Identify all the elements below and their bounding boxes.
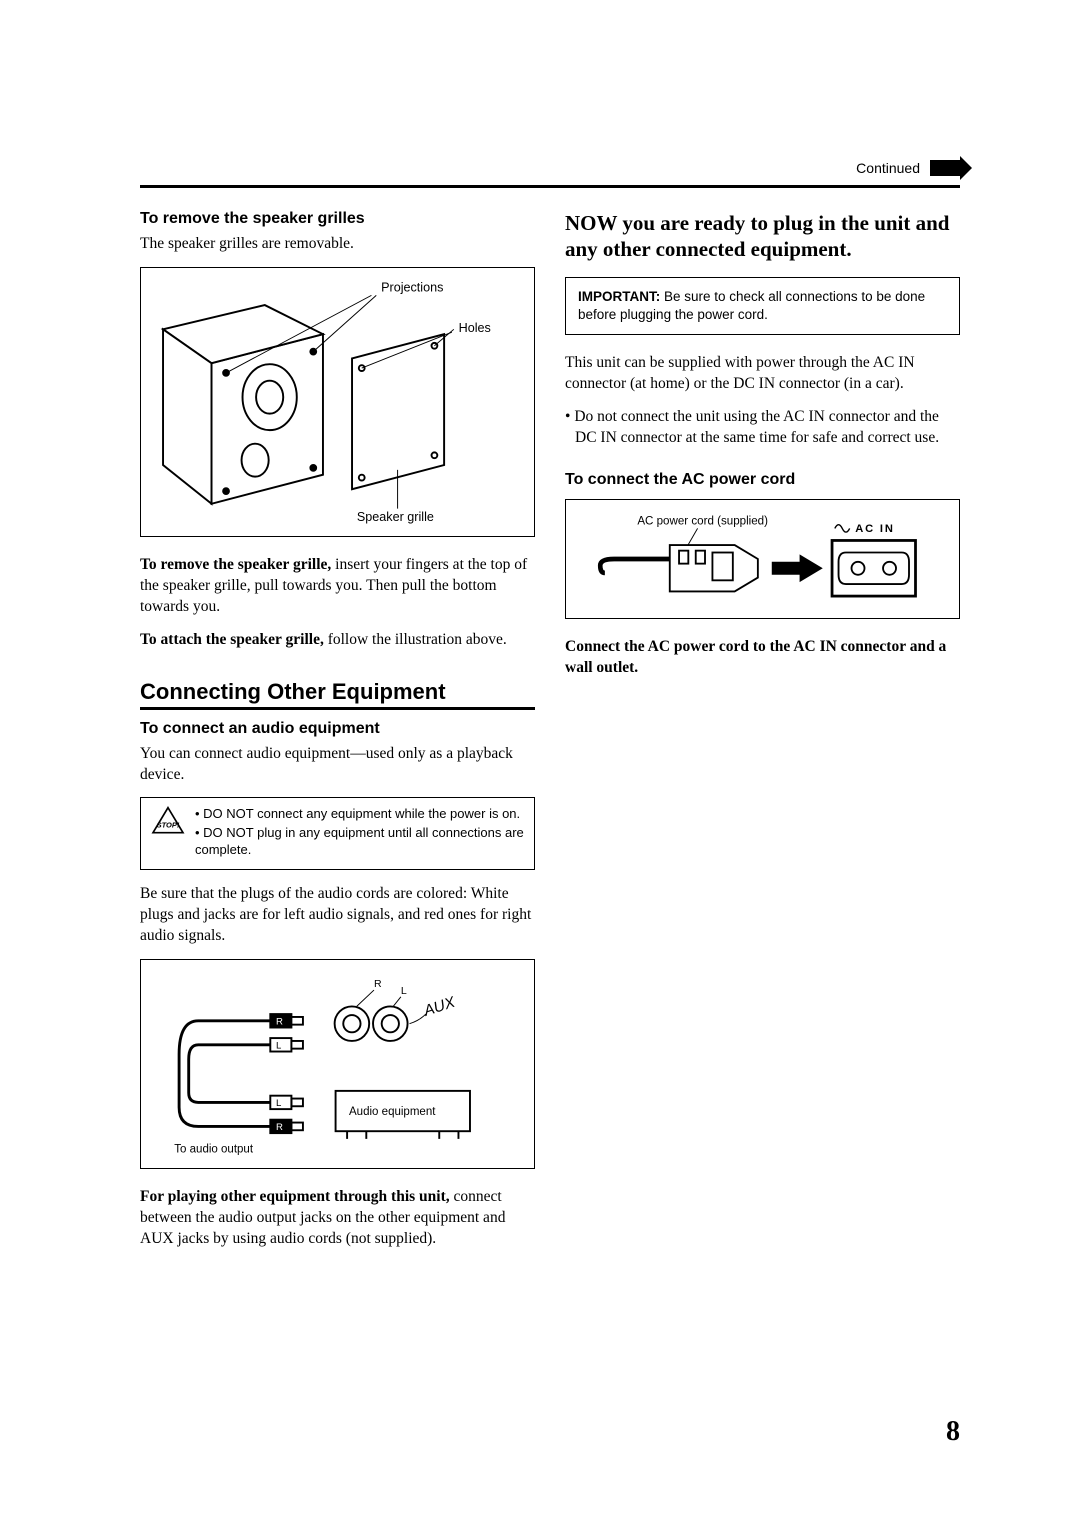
runin-play-other: For playing other equipment through this… [140, 1188, 450, 1205]
para-attach-grille: To attach the speaker grille, follow the… [140, 630, 535, 651]
figure-aux-connection: R L R L AUX L R [140, 959, 535, 1169]
text-supply: This unit can be supplied with power thr… [565, 353, 960, 395]
svg-text:L: L [276, 1041, 282, 1052]
label-to-audio-output: To audio output [174, 1143, 254, 1155]
svg-text:L: L [401, 985, 407, 997]
svg-text:R: R [276, 1122, 283, 1133]
text-connect-audio: You can connect audio equipment—used onl… [140, 744, 535, 786]
label-ac-cord-supplied: AC power cord (supplied) [637, 515, 768, 527]
page-number: 8 [946, 1416, 960, 1448]
important-label: IMPORTANT: [578, 289, 660, 304]
text-connect-ac-bold: Connect the AC power cord to the AC IN c… [565, 637, 960, 679]
label-audio-equipment: Audio equipment [349, 1106, 436, 1118]
stop-icon: STOP! [151, 806, 185, 836]
figure-ac-cord: AC power cord (supplied) [565, 499, 960, 619]
para-remove-grille: To remove the speaker grille, insert you… [140, 555, 535, 618]
top-rule [140, 185, 960, 188]
text-grilles-removable: The speaker grilles are removable. [140, 234, 535, 255]
text-plug-colors: Be sure that the plugs of the audio cord… [140, 884, 535, 947]
continued-arrow-icon [930, 160, 960, 176]
heading-remove-grilles: To remove the speaker grilles [140, 210, 535, 228]
text-attach-body: follow the illustration above. [324, 631, 507, 648]
label-projections: Projections [381, 280, 443, 294]
svg-text:R: R [374, 978, 382, 990]
supply-bullet-list: Do not connect the unit using the AC IN … [565, 407, 960, 449]
figure-speaker-grille: Projections Holes Speaker grille [140, 267, 535, 537]
two-column-layout: To remove the speaker grilles The speake… [140, 210, 960, 1262]
label-speaker-grille: Speaker grille [357, 510, 434, 524]
right-column: NOW you are ready to plug in the unit an… [565, 210, 960, 1262]
stop-bullet-2: DO NOT plug in any equipment until all c… [195, 825, 524, 859]
runin-remove: To remove the speaker grille, [140, 556, 331, 573]
stop-bullet-list: DO NOT connect any equipment while the p… [195, 806, 524, 861]
para-play-other: For playing other equipment through this… [140, 1187, 535, 1250]
stop-warning-box: STOP! DO NOT connect any equipment while… [140, 797, 535, 870]
continued-indicator: Continued [856, 160, 960, 176]
svg-text:AUX: AUX [421, 994, 458, 1020]
stop-bullet-1: DO NOT connect any equipment while the p… [195, 806, 524, 823]
label-holes: Holes [459, 321, 491, 335]
left-column: To remove the speaker grilles The speake… [140, 210, 535, 1262]
section-rule [140, 707, 535, 710]
heading-connect-ac: To connect the AC power cord [565, 471, 960, 489]
runin-attach: To attach the speaker grille, [140, 631, 324, 648]
section-connecting-other: Connecting Other Equipment [140, 679, 535, 705]
continued-label: Continued [856, 160, 920, 176]
supply-bullet: Do not connect the unit using the AC IN … [565, 407, 960, 449]
svg-text:STOP!: STOP! [157, 821, 180, 830]
heading-now-ready: NOW you are ready to plug in the unit an… [565, 210, 960, 263]
svg-text:L: L [276, 1098, 282, 1109]
important-box: IMPORTANT: Be sure to check all connecti… [565, 277, 960, 335]
svg-text:R: R [276, 1017, 283, 1028]
label-ac-in: AC IN [855, 523, 895, 535]
heading-connect-audio: To connect an audio equipment [140, 720, 535, 738]
